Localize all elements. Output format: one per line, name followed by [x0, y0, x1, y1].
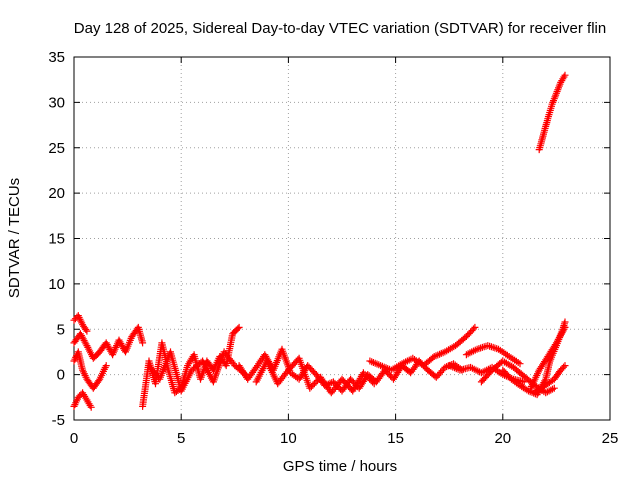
x-tick-label: 0	[70, 430, 78, 447]
chart-title: Day 128 of 2025, Sidereal Day-to-day VTE…	[74, 20, 606, 37]
data-point-track-n	[560, 325, 568, 333]
data-point-track-i	[470, 325, 477, 333]
y-tick-label: 15	[48, 231, 65, 248]
tick-labels: 0 5 10 15 20 25 -5 0 5 10 15 20 25 30 35	[48, 49, 618, 447]
x-tick-label: 10	[280, 430, 297, 447]
data-point-track-h	[306, 384, 314, 392]
data-point-track-d	[82, 326, 90, 333]
data-points	[70, 71, 569, 411]
data-point-track-o	[560, 363, 567, 371]
data-point-track-h	[310, 380, 318, 388]
data-point-track-h	[363, 372, 370, 380]
y-tick-label: 20	[48, 185, 65, 202]
y-tick-label: 0	[57, 367, 65, 384]
data-point-track-i	[436, 350, 444, 358]
x-tick-label: 25	[602, 430, 619, 447]
data-point-track-a	[139, 339, 147, 347]
data-point-track-p	[561, 71, 569, 79]
data-point-track-d	[83, 327, 91, 335]
data-point-track-h	[307, 383, 315, 391]
data-point-track-e	[234, 325, 242, 333]
y-tick-label: 25	[48, 140, 65, 157]
data-point-track-e	[235, 323, 243, 331]
x-tick-label: 15	[387, 430, 404, 447]
data-point-track-l	[550, 384, 558, 392]
data-point-track-h	[309, 381, 317, 389]
data-point-track-m	[528, 388, 536, 396]
data-point-track-h	[367, 377, 375, 385]
data-point-track-n	[561, 323, 569, 331]
data-point-track-g	[441, 363, 449, 371]
data-point-track-g	[328, 379, 336, 387]
data-point-track-h	[370, 380, 378, 388]
data-point-track-k	[451, 364, 459, 372]
y-axis-label: SDTVAR / TECUs	[6, 178, 23, 298]
data-point-track-i	[368, 358, 376, 366]
x-axis-label: GPS time / hours	[283, 458, 397, 475]
grid	[74, 57, 610, 420]
x-tick-label: 20	[494, 430, 511, 447]
x-tick-label: 5	[177, 430, 185, 447]
data-point-track-h	[369, 378, 377, 386]
data-point-track-i	[382, 364, 390, 372]
y-tick-label: 5	[57, 321, 65, 338]
data-point-track-i	[471, 323, 479, 331]
y-tick-label: 10	[48, 276, 65, 293]
data-point-track-b	[87, 403, 95, 411]
data-point-track-j	[516, 360, 524, 368]
data-point-track-o	[531, 387, 539, 395]
data-point-track-o	[561, 362, 569, 370]
y-tick-label: 30	[48, 94, 65, 111]
data-point-track-h	[364, 374, 372, 381]
data-point-track-o	[534, 386, 542, 394]
data-point-track-c	[102, 362, 110, 370]
data-point-track-h	[366, 375, 374, 383]
data-point-track-h	[359, 369, 367, 377]
data-point-track-h	[361, 370, 369, 378]
axes	[73, 56, 611, 421]
y-tick-label: -5	[52, 412, 65, 429]
data-point-track-o	[533, 386, 541, 394]
y-tick-label: 35	[48, 49, 65, 66]
data-point-track-h	[312, 378, 320, 386]
